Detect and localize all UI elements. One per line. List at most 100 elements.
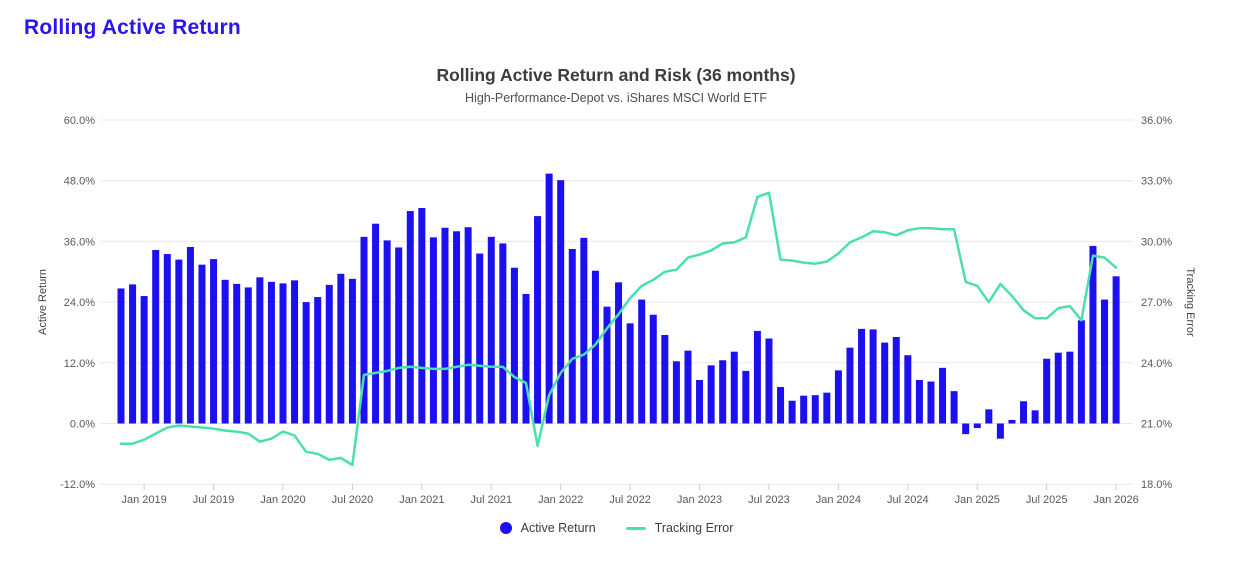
active-return-bar xyxy=(753,330,761,424)
active-return-bar xyxy=(267,281,275,424)
x-tick-label: Jul 2025 xyxy=(1026,494,1068,506)
active-return-bar xyxy=(626,323,634,424)
legend-item-tracking-error[interactable]: Tracking Error xyxy=(625,521,734,535)
active-return-bar xyxy=(684,350,692,424)
legend-label-tracking-error: Tracking Error xyxy=(654,521,734,535)
active-return-bar xyxy=(129,284,137,424)
active-return-bar xyxy=(1066,351,1074,424)
active-return-bar xyxy=(256,277,264,424)
active-return-bar xyxy=(823,392,831,424)
x-tick-label: Jan 2020 xyxy=(260,494,305,506)
active-return-bar xyxy=(140,296,148,424)
active-return-bar xyxy=(811,395,819,424)
active-return-bar xyxy=(742,370,750,424)
x-tick-label: Jan 2023 xyxy=(677,494,722,506)
active-return-bar xyxy=(615,282,623,424)
active-return-bar xyxy=(1089,245,1097,424)
active-return-bar xyxy=(244,287,252,424)
active-return-bar xyxy=(962,423,970,435)
x-tick-label: Jul 2020 xyxy=(332,494,374,506)
active-return-bar xyxy=(591,270,599,424)
axis-labels: 60.0% 36.0% 48.0% 33.0% 36.0% 30.0% 24.0% 27.0%… xyxy=(60,115,1172,506)
active-return-bar xyxy=(649,314,657,424)
page-title: Rolling Active Return xyxy=(24,16,241,39)
active-return-bar xyxy=(383,240,391,424)
x-tick-label: Jan 2024 xyxy=(816,494,861,506)
legend-item-active-return[interactable]: Active Return xyxy=(499,521,596,535)
active-return-bar xyxy=(233,283,241,424)
chart-title: Rolling Active Return and Risk (36 month… xyxy=(436,65,795,85)
active-return-bar xyxy=(441,227,449,424)
active-return-bar xyxy=(152,249,160,424)
active-return-bar xyxy=(464,227,472,424)
active-return-dot-icon xyxy=(499,522,512,534)
left-axis-tick-label: 0.0% xyxy=(70,419,95,431)
x-tick-label: Jan 2022 xyxy=(538,494,583,506)
active-return-bar xyxy=(858,328,866,424)
active-return-bar xyxy=(672,361,680,424)
active-return-bar xyxy=(1112,276,1120,424)
active-return-bar xyxy=(580,237,588,424)
active-return-bar xyxy=(950,391,958,424)
active-return-bar xyxy=(568,248,576,424)
left-axis-tick-label: -12.0% xyxy=(60,479,95,491)
active-return-bar xyxy=(765,338,773,424)
active-return-bar xyxy=(1077,320,1085,424)
active-return-bar xyxy=(372,223,380,424)
active-return-bar xyxy=(186,246,194,424)
active-return-bar xyxy=(429,237,437,424)
active-return-bar xyxy=(534,216,542,424)
active-return-bar xyxy=(522,294,530,424)
right-axis-tick-label: 21.0% xyxy=(1141,419,1172,431)
active-return-bar xyxy=(406,211,414,424)
active-return-bars xyxy=(117,173,1120,439)
active-return-bar xyxy=(603,306,611,424)
active-return-bar xyxy=(510,267,518,424)
active-return-bar xyxy=(904,355,912,424)
active-return-bar xyxy=(696,379,704,424)
active-return-bar xyxy=(545,173,553,424)
x-tick-label: Jan 2021 xyxy=(399,494,444,506)
right-axis-title: Tracking Error xyxy=(1184,267,1196,337)
x-tick-label: Jan 2026 xyxy=(1093,494,1138,506)
active-return-bar xyxy=(325,284,333,424)
active-return-bar xyxy=(1054,352,1062,424)
active-return-bar xyxy=(1101,299,1109,424)
left-axis-tick-label: 48.0% xyxy=(64,176,95,188)
right-axis-tick-label: 27.0% xyxy=(1141,297,1172,309)
right-axis-tick-label: 36.0% xyxy=(1141,115,1172,127)
left-axis-tick-label: 12.0% xyxy=(64,358,95,370)
active-return-bar xyxy=(337,273,345,424)
active-return-bar xyxy=(927,381,935,424)
active-return-bar xyxy=(881,342,889,424)
active-return-bar xyxy=(915,379,923,424)
active-return-bar xyxy=(661,334,669,424)
active-return-bar xyxy=(291,280,299,424)
tracking-error-line xyxy=(119,191,1118,467)
right-axis-tick-label: 33.0% xyxy=(1141,176,1172,188)
active-return-bar xyxy=(499,243,507,424)
x-tick-label: Jul 2023 xyxy=(748,494,790,506)
x-tick-label: Jul 2022 xyxy=(609,494,651,506)
active-return-bar xyxy=(175,259,183,424)
active-return-bar xyxy=(834,370,842,424)
active-return-bar xyxy=(314,297,322,424)
active-return-bar xyxy=(163,254,171,424)
active-return-bar xyxy=(730,351,738,424)
active-return-bar xyxy=(985,409,993,424)
active-return-bar xyxy=(892,337,900,424)
active-return-bar xyxy=(1020,401,1028,424)
chart-subtitle: High-Performance-Depot vs. iShares MSCI … xyxy=(465,91,767,105)
x-tick-label: Jul 2019 xyxy=(193,494,235,506)
active-return-bar xyxy=(788,400,796,424)
active-return-bar xyxy=(117,288,125,424)
active-return-bar xyxy=(453,231,461,424)
active-return-bar xyxy=(800,395,808,424)
active-return-bar xyxy=(348,278,356,424)
left-axis-title: Active Return xyxy=(37,269,49,335)
active-return-bar xyxy=(1043,358,1051,424)
active-return-bar xyxy=(777,387,785,424)
right-axis-tick-label: 24.0% xyxy=(1141,358,1172,370)
legend-label-active-return: Active Return xyxy=(520,521,596,535)
